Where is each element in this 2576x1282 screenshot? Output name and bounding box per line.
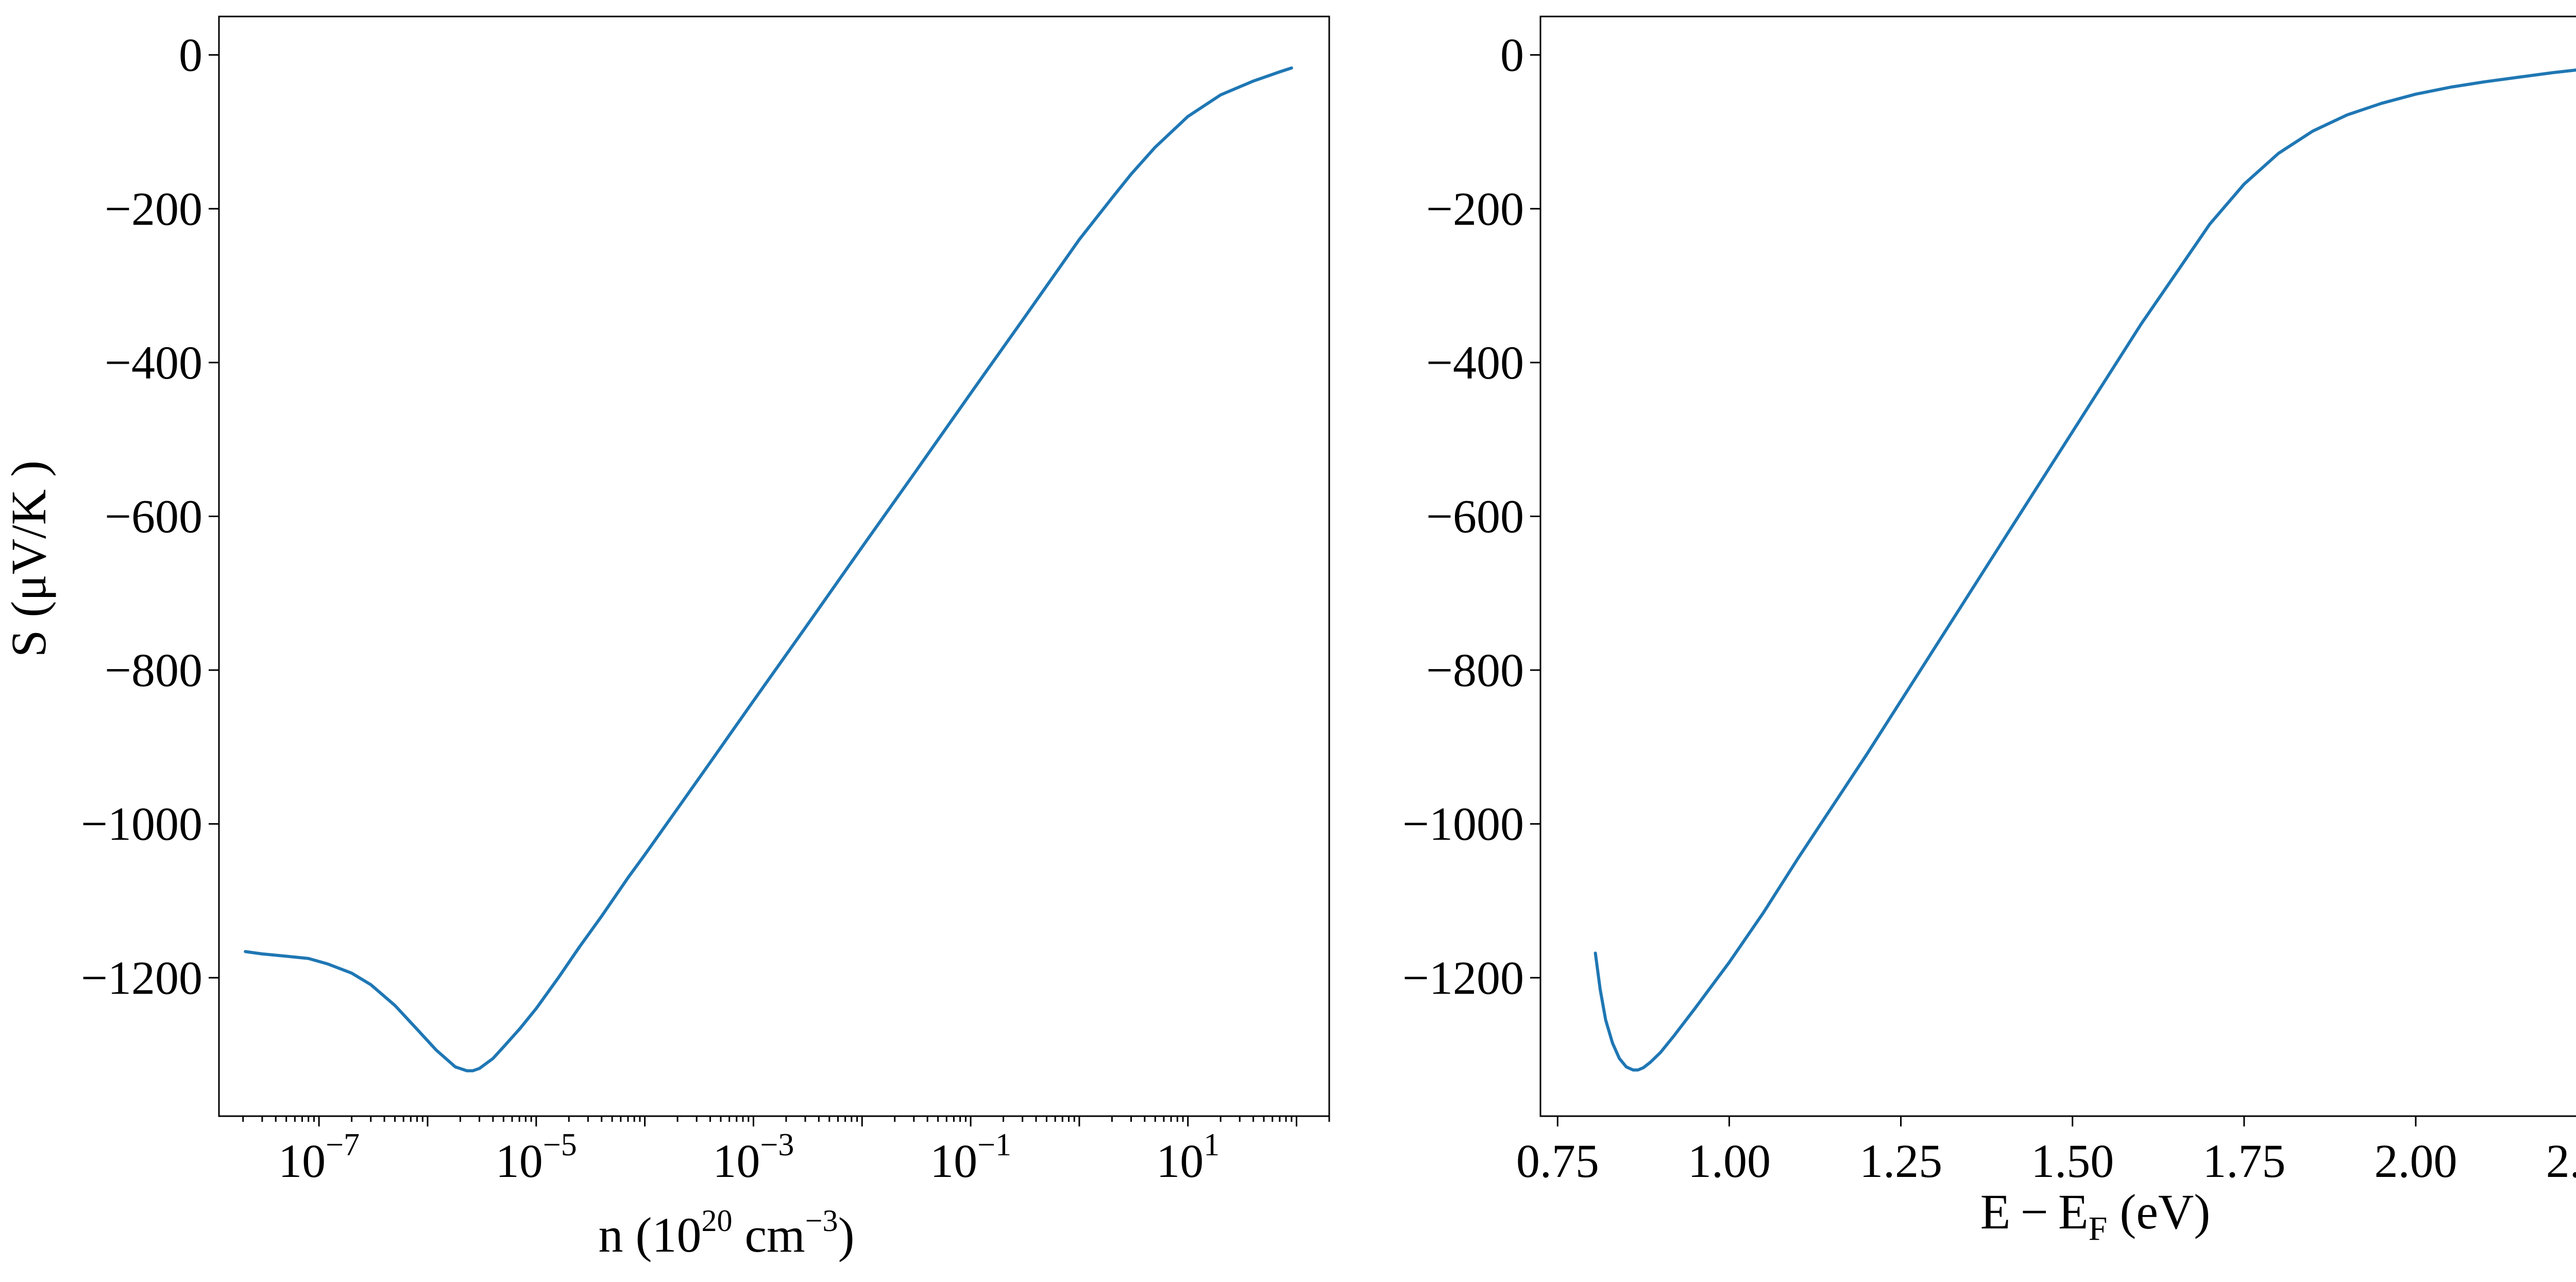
x-axis-label-left: n (1020 cm−3) [598,1204,854,1262]
plot-frame [218,15,1330,1117]
y-tick-label: −1000 [1402,798,1524,850]
y-tick-label: −1200 [1402,951,1524,1004]
y-axis-label: S (μV/K ) [1,460,56,657]
y-tick-label: −200 [105,182,202,235]
x-tick-label: 10−1 [930,1127,1011,1187]
x-tick-label: 10−5 [496,1127,577,1187]
y-tick-label: −800 [105,644,202,696]
y-tick-label: −400 [105,336,202,389]
y-tick-label: 0 [179,29,202,81]
y-tick-label: −600 [1426,490,1524,542]
x-tick-label: 1.25 [1859,1135,1942,1187]
x-tick-label: 10−7 [278,1127,360,1187]
y-tick-label: 0 [1500,29,1524,81]
y-tick-label: −1000 [81,798,202,850]
y-tick-label: −400 [1426,336,1524,389]
x-tick-label: 1.00 [1688,1135,1771,1187]
x-tick-label: 1.75 [2202,1135,2285,1187]
x-tick-label: 10−3 [713,1127,794,1187]
x-tick-label: 101 [1156,1127,1219,1187]
series-line-0 [1594,68,2576,1072]
x-tick-label: 2.25 [2546,1135,2576,1187]
plot-frame [1539,15,2576,1117]
y-tick-label: −800 [1426,644,1524,696]
y-tick-label: −1200 [81,951,202,1004]
y-tick-label: −200 [1426,182,1524,235]
series-line-0 [244,66,1293,1072]
seebeck-vs-carrier-concentration-panel: 0 −200 −400 −600 −800 −1000 −1200 10−7 10−5 10−3 1… [81,15,1330,1187]
x-tick-label: 1.50 [2031,1135,2114,1187]
x-tick-label: 2.00 [2374,1135,2457,1187]
y-tick-label: −600 [105,490,202,542]
x-tick-label: 0.75 [1516,1135,1599,1187]
seebeck-vs-energy-panel: 0 −200 −400 −600 −800 −1000 −1200 0.75 1.00 1.25 1… [1402,15,2576,1187]
x-axis-label-right: E − EF (eV) [1980,1184,2210,1247]
